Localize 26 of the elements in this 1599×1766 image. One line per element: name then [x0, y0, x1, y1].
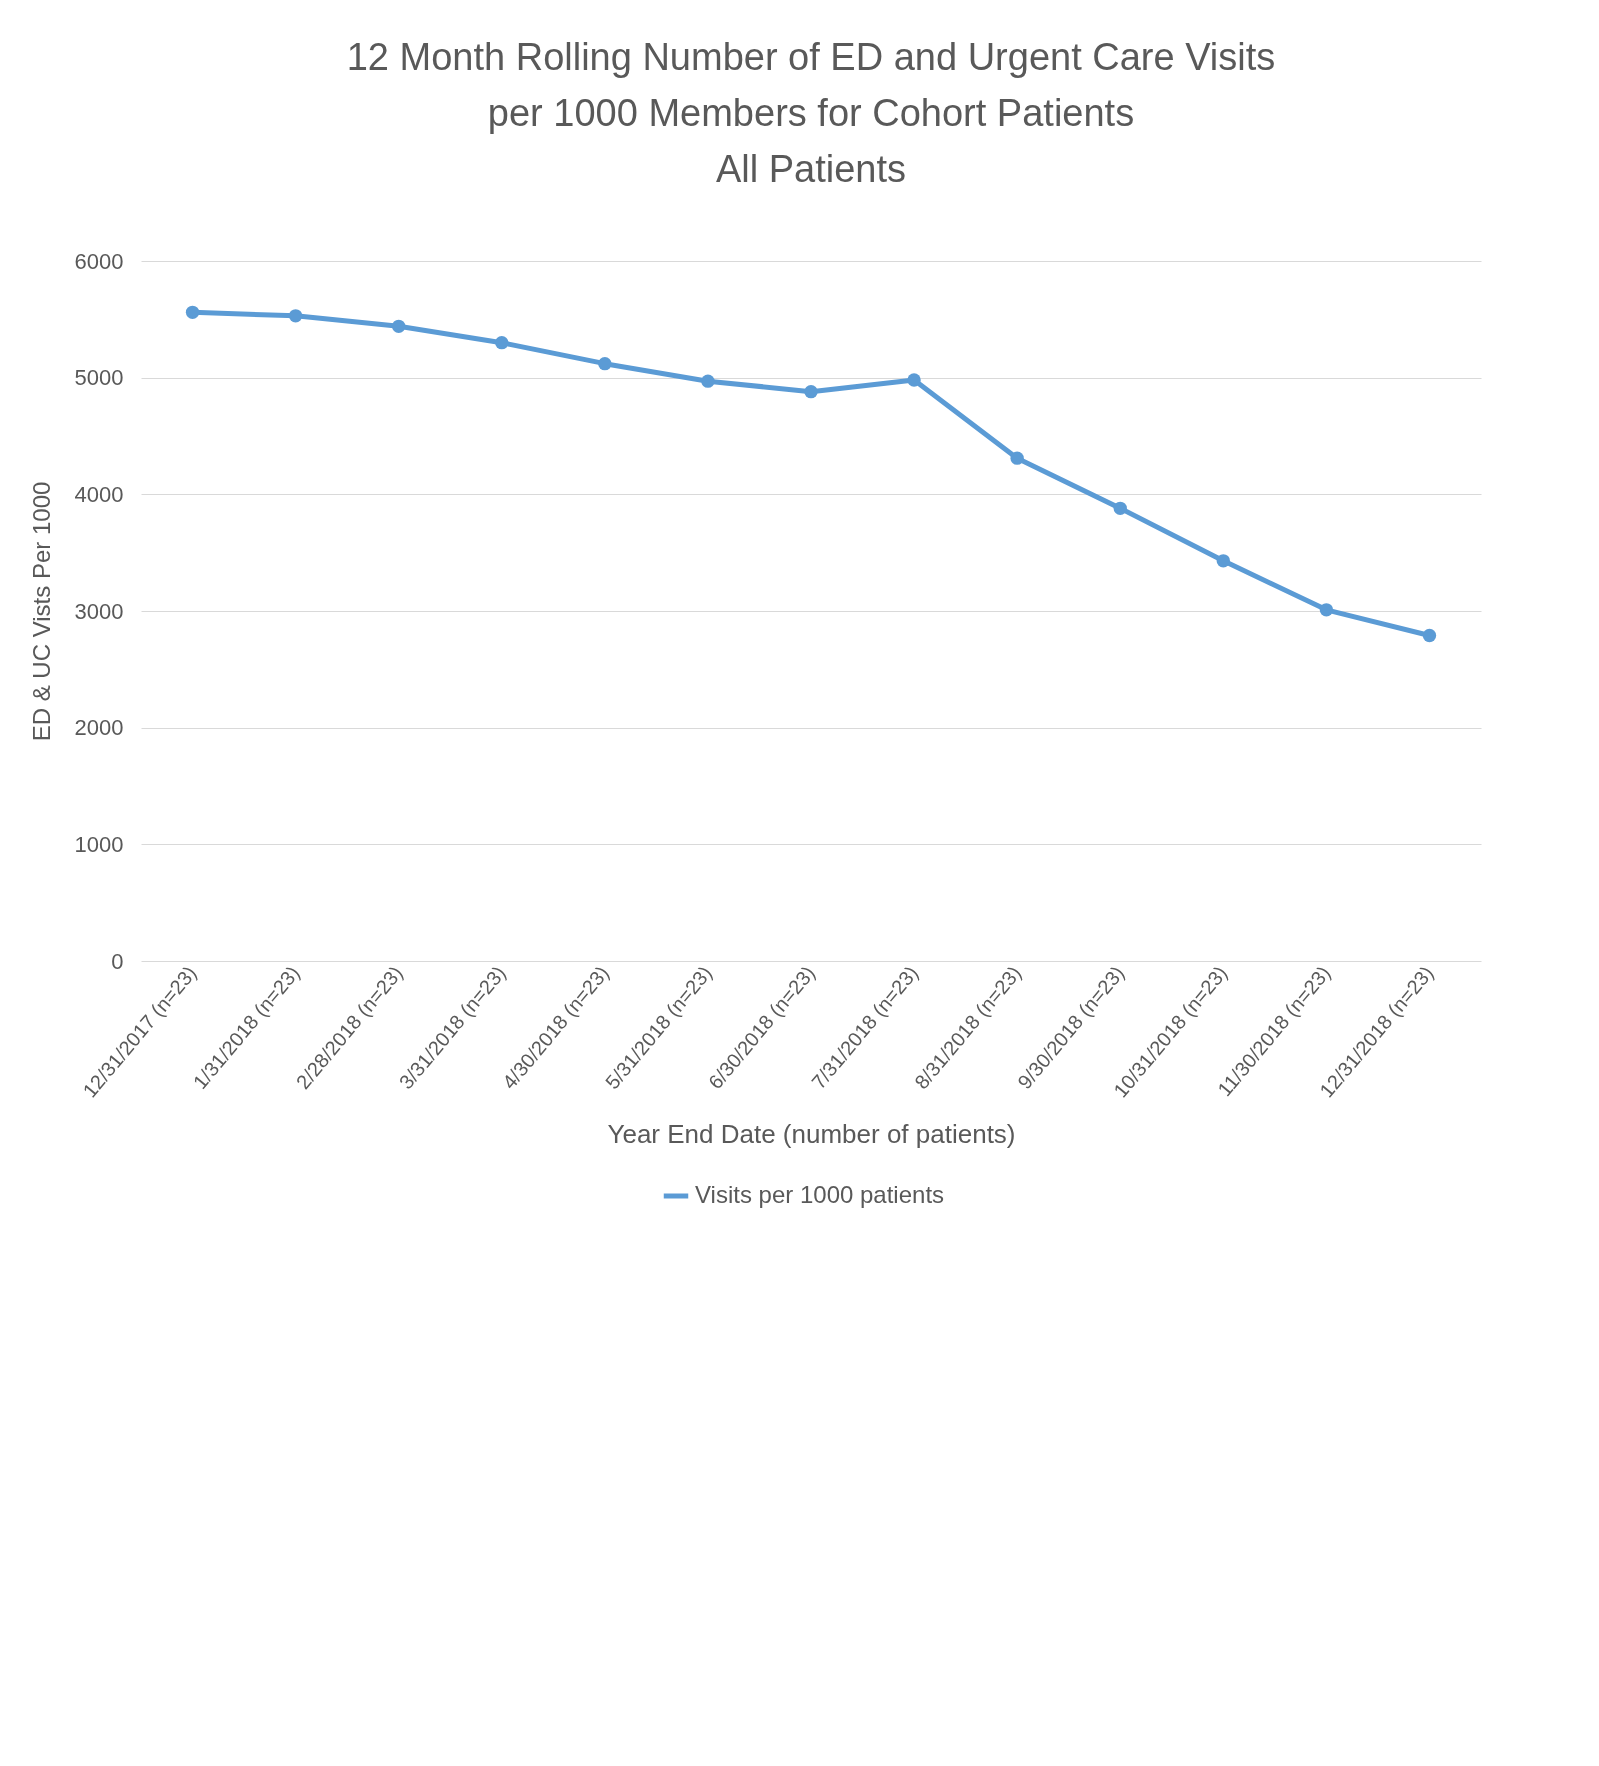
point — [1010, 451, 1024, 465]
y-tick-label: 3000 — [74, 598, 124, 624]
point — [288, 309, 303, 323]
x-axis-title: Year End Date (number of patients) — [607, 1118, 1016, 1149]
point — [804, 384, 818, 399]
point — [495, 335, 509, 350]
y-tick-label: 0 — [111, 948, 124, 974]
point — [1319, 603, 1334, 617]
point — [1113, 501, 1127, 516]
y-tick-label: 4000 — [74, 481, 124, 507]
y-tick-label: 1000 — [74, 831, 124, 857]
text: All Patients — [715, 148, 907, 190]
text: per 1000 Members for Cohort Patients — [487, 92, 1135, 134]
point — [598, 356, 612, 371]
text: 12 Month Rolling Number of ED and Urgent Care Visits — [346, 36, 1276, 78]
y-tick-label: 5000 — [74, 365, 124, 391]
point — [1216, 554, 1231, 568]
legend-label: Visits per 1000 patients — [695, 1181, 945, 1208]
y-tick-label: 2000 — [74, 715, 124, 741]
point — [1422, 628, 1437, 643]
point — [701, 374, 715, 388]
y-axis-title: ED & UC Vists Per 1000 — [27, 481, 55, 742]
y-tick-label: 6000 — [74, 248, 124, 274]
point — [907, 373, 921, 387]
point — [391, 319, 406, 334]
point — [185, 305, 200, 320]
